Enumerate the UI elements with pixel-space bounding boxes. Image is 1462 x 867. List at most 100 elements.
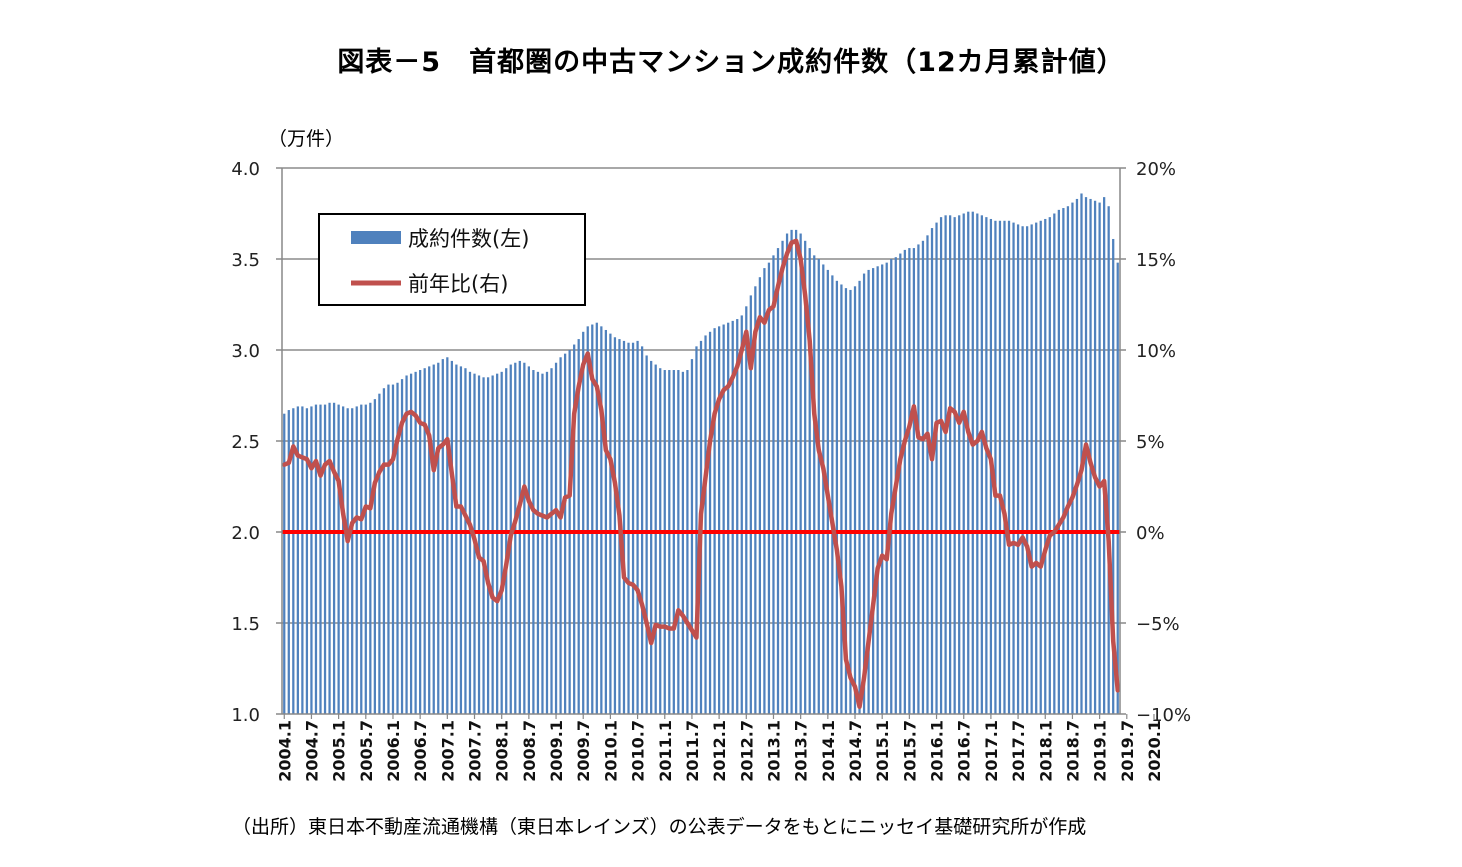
bar: [677, 370, 680, 714]
bar: [790, 229, 793, 714]
bar: [799, 233, 802, 714]
bar: [486, 377, 490, 714]
bar: [437, 362, 440, 714]
bar: [1080, 193, 1083, 715]
x-tick-label: 2011.7: [683, 720, 702, 782]
bar: [681, 371, 685, 714]
bar: [554, 362, 558, 714]
bar: [758, 277, 762, 714]
bar: [305, 408, 309, 714]
bar: [717, 326, 721, 714]
bar: [953, 217, 956, 714]
bar: [400, 379, 404, 714]
bar: [455, 364, 458, 714]
bar: [550, 368, 553, 714]
left-tick-label: 3.5: [231, 250, 260, 271]
bar: [722, 324, 725, 714]
bar: [387, 384, 390, 714]
bar: [1062, 208, 1065, 715]
bar: [323, 404, 327, 714]
bar: [287, 410, 290, 714]
bar: [976, 213, 979, 714]
bar: [591, 324, 594, 714]
bar: [536, 371, 540, 714]
bar: [939, 217, 943, 714]
bar: [858, 280, 861, 714]
right-tick-label: 5%: [1136, 432, 1165, 453]
bar: [708, 331, 712, 714]
x-tick-label: 2019.7: [1118, 720, 1137, 782]
x-tick-label: 2011.1: [656, 720, 675, 782]
bar: [876, 266, 879, 714]
bar: [749, 295, 752, 714]
x-tick-label: 2016.7: [955, 720, 974, 782]
bar: [459, 366, 463, 714]
bar: [1098, 202, 1101, 714]
bar: [464, 368, 467, 714]
bar: [342, 406, 345, 714]
x-tick-label: 2014.7: [846, 720, 865, 782]
bar: [1075, 198, 1079, 714]
bar: [727, 322, 730, 714]
bar: [817, 259, 820, 714]
bar: [301, 406, 304, 714]
axes: 1.0 1.5 2.0 2.5 3.0 3.5 4.0 −10% −5% 0% 5% 10% 15% 20…: [231, 159, 1191, 782]
bar: [604, 329, 607, 714]
x-tick-label: 2015.1: [873, 720, 892, 782]
bar: [600, 326, 603, 714]
bar: [346, 408, 349, 714]
bar: [944, 215, 947, 714]
bar: [994, 220, 997, 714]
line-series-yoy: [282, 238, 1120, 709]
bar: [849, 289, 852, 714]
legend-label-yoy: 前年比(右): [408, 272, 508, 296]
bar: [704, 335, 707, 714]
bar: [899, 253, 902, 715]
bar-series-transactions: [283, 193, 1119, 715]
x-tick-label: 2004.1: [275, 720, 294, 782]
bar: [926, 235, 929, 714]
bar: [337, 404, 340, 714]
bar: [351, 408, 354, 714]
bar: [881, 264, 884, 714]
bar: [650, 360, 653, 714]
bar: [491, 375, 494, 714]
bar: [441, 359, 444, 714]
bar: [890, 259, 893, 714]
bar: [518, 360, 521, 714]
bar: [319, 404, 322, 714]
bar: [364, 404, 367, 714]
x-tick-label: 2005.1: [330, 720, 349, 782]
bar: [958, 215, 961, 714]
bar: [627, 342, 630, 714]
bar: [813, 255, 816, 715]
bar: [885, 262, 888, 714]
x-tick-label: 2017.1: [982, 720, 1001, 782]
bar: [822, 264, 825, 714]
bar: [1112, 238, 1115, 715]
left-tick-label: 3.0: [231, 341, 260, 362]
source-note: （出所）東日本不動産流通機構（東日本レインズ）の公表データをもとにニッセイ基礎研…: [232, 816, 1087, 838]
bar: [908, 248, 911, 714]
bar: [1016, 224, 1020, 715]
bar: [971, 211, 974, 714]
bar: [672, 370, 675, 714]
x-tick-label: 2006.1: [384, 720, 403, 782]
left-axis-unit-label: （万件）: [268, 128, 345, 150]
bar: [631, 342, 635, 714]
right-tick-label: 20%: [1136, 159, 1176, 180]
bar: [930, 228, 934, 714]
bar: [595, 322, 598, 714]
bar: [613, 337, 617, 714]
right-tick-label: 10%: [1136, 341, 1176, 362]
x-tick-label: 2014.1: [819, 720, 838, 782]
bar: [428, 366, 431, 714]
bar: [949, 215, 952, 714]
bar: [1071, 202, 1074, 714]
bar: [292, 408, 295, 714]
bar: [314, 404, 318, 714]
bar: [731, 320, 734, 714]
bar: [396, 382, 399, 714]
bar: [1021, 226, 1024, 715]
